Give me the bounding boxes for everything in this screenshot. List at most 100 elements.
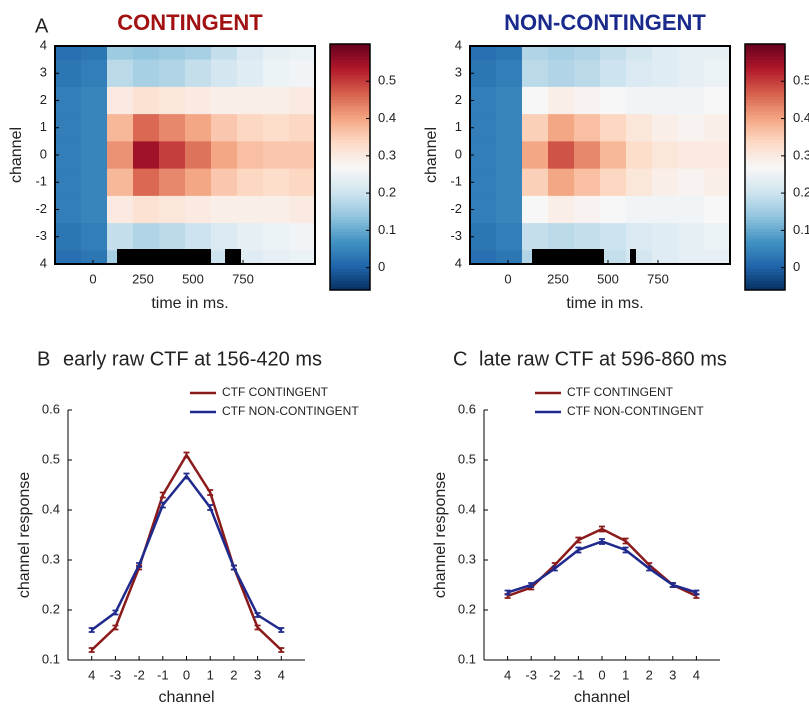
heatmap-cell	[470, 59, 497, 88]
colorbar-segment	[745, 194, 785, 199]
colorbar-segment	[745, 280, 785, 285]
error-bar	[278, 647, 285, 653]
heatmap-cell	[470, 86, 497, 115]
heatmap-cell	[263, 86, 290, 115]
colorbar-segment	[330, 74, 370, 79]
heatmap-cell	[159, 168, 186, 197]
colorbar-segment	[745, 99, 785, 103]
colorbar-segment	[330, 154, 370, 159]
colorbar-segment	[330, 185, 370, 190]
heatmap-cell	[159, 223, 186, 251]
colorbar-segment	[330, 59, 370, 63]
colorbar-segment	[745, 133, 785, 137]
heatmap-cell	[185, 59, 212, 88]
colorbar-segment	[330, 167, 370, 171]
x-tick-label: 2	[230, 667, 237, 682]
colorbar-segment	[330, 170, 370, 174]
colorbar-segment	[745, 105, 785, 110]
heatmap-cell	[237, 46, 264, 61]
colorbar-segment	[330, 219, 370, 223]
colorbar-segment	[745, 179, 785, 183]
heatmap-cell	[704, 195, 731, 224]
heatmap-cell	[496, 46, 523, 61]
colorbar-segment	[330, 203, 370, 208]
heatmap-cell	[626, 141, 653, 170]
colorbar-segment	[745, 176, 785, 180]
heatmap-cell	[237, 86, 264, 115]
heatmap-cell	[496, 141, 523, 170]
error-bar	[622, 546, 629, 554]
y-tick-label: 0.3	[42, 551, 60, 566]
heatmap-cell	[652, 223, 679, 251]
colorbar-segment	[745, 80, 785, 85]
colorbar-segment	[330, 277, 370, 282]
heatmap-cell	[81, 86, 108, 115]
heatmap-cell	[574, 46, 601, 61]
colorbar-segment	[745, 157, 785, 162]
heatmap-cell	[522, 46, 549, 61]
colorbar-segment	[330, 259, 370, 263]
colorbar-segment	[330, 157, 370, 162]
heatmap-cell	[159, 195, 186, 224]
colorbar-segment	[745, 216, 785, 220]
legend-label: CTF NON-CONTINGENT	[222, 404, 359, 418]
colorbar-segment	[330, 108, 370, 113]
colorbar-segment	[330, 71, 370, 76]
heatmap-cell	[548, 59, 575, 88]
heatmap-cell	[107, 141, 134, 170]
colorbar-segment	[745, 246, 785, 251]
heatmap-cell	[211, 59, 238, 88]
heatmap-cell	[678, 86, 705, 115]
heatmap-cell	[704, 141, 731, 170]
y-tick-label: 4	[40, 37, 47, 52]
heatmap-cell	[600, 168, 627, 197]
heatmap-cell	[263, 141, 290, 170]
colorbar-segment	[745, 283, 785, 288]
heatmap-cell	[133, 114, 160, 142]
heatmap-cell	[81, 59, 108, 88]
heatmap-cell	[211, 223, 238, 251]
colorbar-segment	[330, 96, 370, 100]
y-tick-label: 0.3	[458, 551, 476, 566]
heatmap-cell	[185, 46, 212, 61]
colorbar-segment	[745, 228, 785, 233]
heatmap-cell	[678, 141, 705, 170]
heatmap-cell	[704, 250, 731, 265]
colorbar-tick-label: 0.4	[378, 110, 396, 125]
colorbar-segment	[745, 259, 785, 263]
colorbar-tick-label: 0.5	[793, 73, 809, 88]
error-bar	[646, 565, 653, 572]
heatmap-cell	[263, 195, 290, 224]
heatmap-cell	[600, 250, 627, 265]
colorbar-segment	[330, 222, 370, 226]
colorbar-segment	[330, 197, 370, 202]
x-tick-label: -1	[573, 667, 585, 682]
panel-label: C	[453, 348, 467, 370]
heatmap-cell	[55, 168, 82, 197]
heatmap-cell	[55, 86, 82, 115]
x-tick-label: 750	[232, 271, 254, 286]
colorbar-segment	[745, 286, 785, 291]
error-bar	[599, 538, 605, 545]
colorbar-segment	[330, 68, 370, 73]
colorbar-segment	[745, 253, 785, 257]
heatmap-cell	[237, 59, 264, 88]
heatmap-cell	[522, 168, 549, 197]
panel-label: B	[37, 348, 50, 370]
colorbar-segment	[745, 234, 785, 239]
x-tick-label: 1	[207, 667, 214, 682]
heatmap-cell	[496, 250, 523, 265]
colorbar-segment	[330, 188, 370, 193]
significance-bar	[225, 249, 241, 263]
heatmap-cell	[159, 141, 186, 170]
colorbar-segment	[745, 222, 785, 226]
colorbar-segment	[745, 120, 785, 125]
heatmap-cell	[237, 168, 264, 197]
colorbar-segment	[330, 44, 370, 48]
colorbar-segment	[745, 53, 785, 57]
heatmap-cell	[678, 168, 705, 197]
colorbar-segment	[330, 160, 370, 165]
heatmap-cell	[522, 195, 549, 224]
error-bar	[254, 624, 261, 631]
colorbar-segment	[330, 179, 370, 183]
